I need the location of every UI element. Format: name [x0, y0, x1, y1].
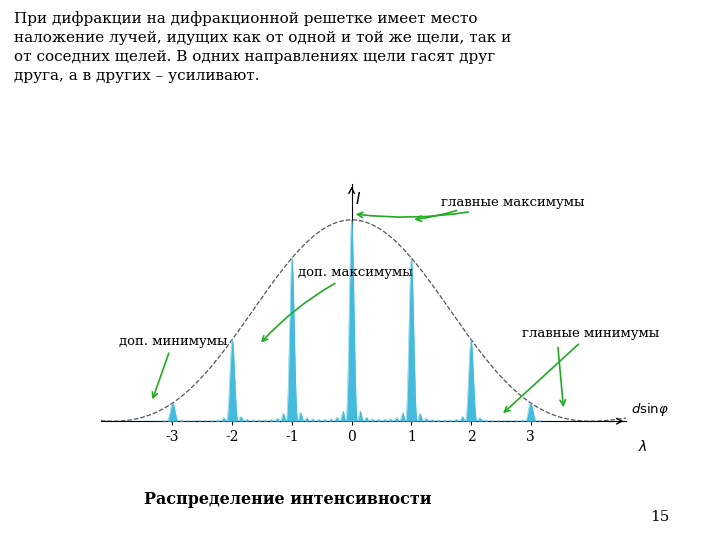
Text: $d\mathrm{sin}\varphi$: $d\mathrm{sin}\varphi$	[631, 401, 669, 417]
Text: главные максимумы: главные максимумы	[357, 195, 585, 218]
Text: $\lambda$: $\lambda$	[637, 440, 647, 454]
Text: Распределение интенсивности: Распределение интенсивности	[144, 491, 432, 508]
Text: доп. максимумы: доп. максимумы	[262, 266, 413, 341]
Text: При дифракции на дифракционной решетке имеет место
наложение лучей, идущих как о: При дифракции на дифракционной решетке и…	[14, 11, 512, 83]
Text: доп. минимумы: доп. минимумы	[119, 335, 228, 397]
Text: 15: 15	[650, 510, 670, 524]
Text: главные минимумы: главные минимумы	[505, 327, 659, 412]
Text: $I$: $I$	[355, 191, 361, 207]
